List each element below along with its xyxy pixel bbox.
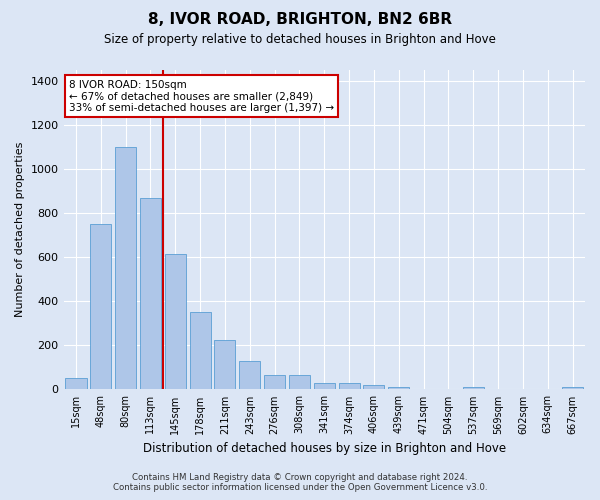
Bar	[90, 224, 112, 390]
Text: Contains HM Land Registry data © Crown copyright and database right 2024.
Contai: Contains HM Land Registry data © Crown c…	[113, 473, 487, 492]
Bar	[338, 383, 359, 390]
Bar	[165, 254, 186, 390]
Bar	[289, 375, 310, 390]
Text: 8 IVOR ROAD: 150sqm
← 67% of detached houses are smaller (2,849)
33% of semi-det: 8 IVOR ROAD: 150sqm ← 67% of detached ho…	[69, 80, 334, 113]
Bar	[239, 361, 260, 390]
Bar	[214, 340, 235, 390]
Bar	[190, 312, 211, 390]
Bar	[463, 387, 484, 390]
Text: 8, IVOR ROAD, BRIGHTON, BN2 6BR: 8, IVOR ROAD, BRIGHTON, BN2 6BR	[148, 12, 452, 28]
Bar	[264, 375, 285, 390]
Bar	[314, 383, 335, 390]
Bar	[388, 386, 409, 390]
Y-axis label: Number of detached properties: Number of detached properties	[15, 142, 25, 318]
Text: Size of property relative to detached houses in Brighton and Hove: Size of property relative to detached ho…	[104, 32, 496, 46]
Bar	[562, 386, 583, 390]
Bar	[140, 198, 161, 390]
Bar	[65, 378, 86, 390]
X-axis label: Distribution of detached houses by size in Brighton and Hove: Distribution of detached houses by size …	[143, 442, 506, 455]
Bar	[115, 147, 136, 390]
Bar	[364, 385, 385, 390]
